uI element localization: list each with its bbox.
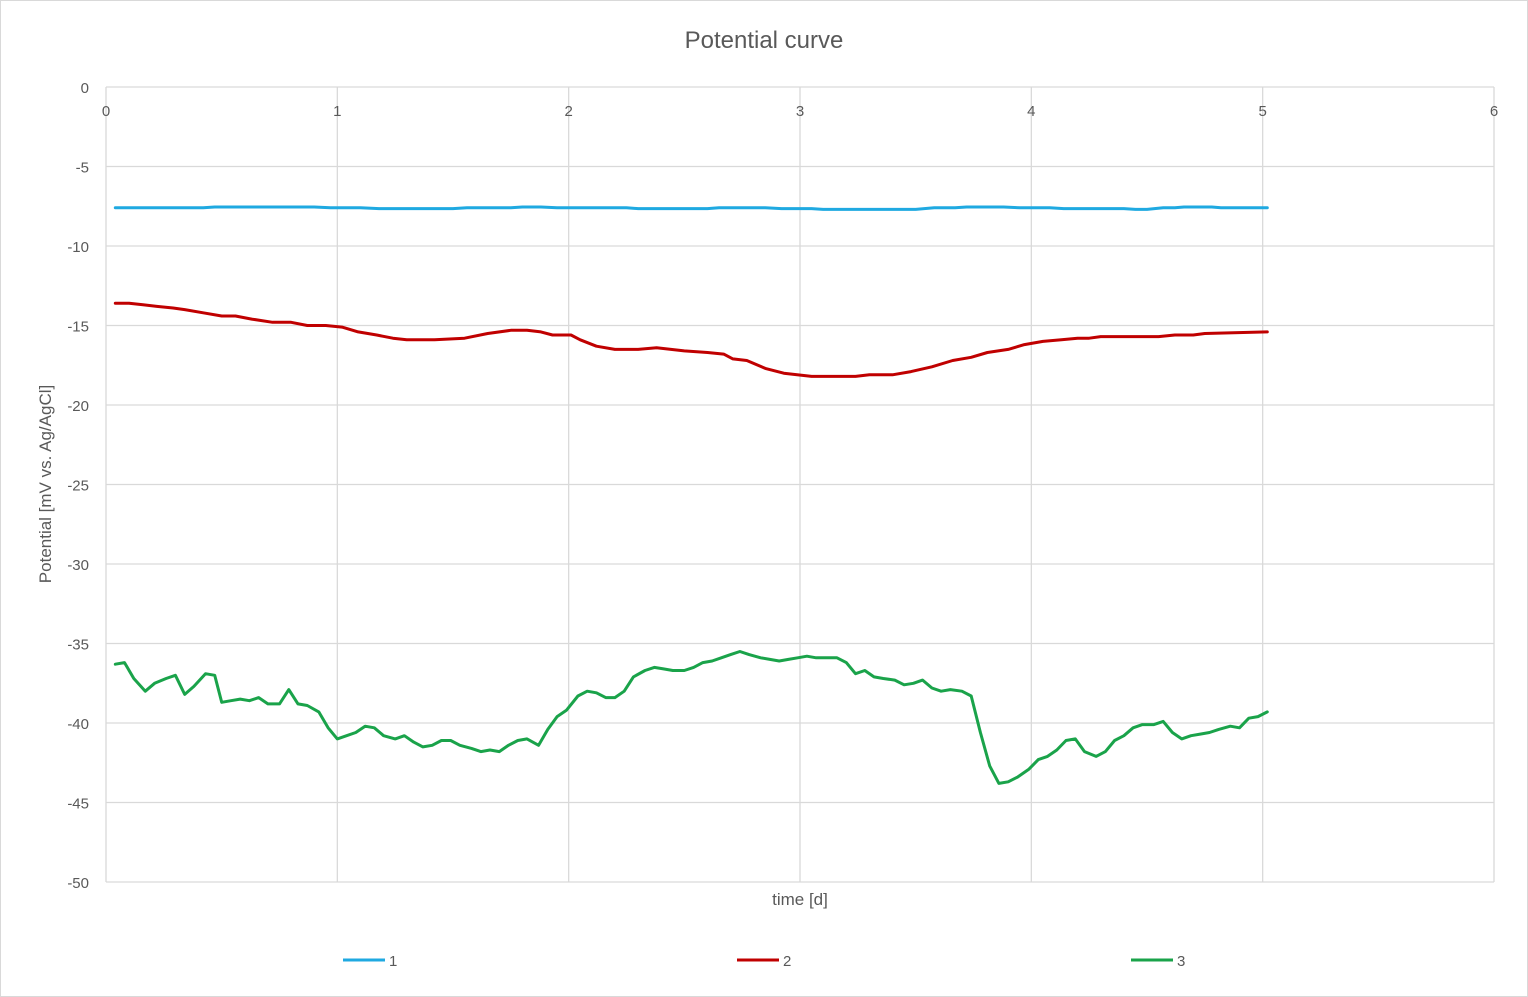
x-tick-label: 2 [564, 103, 572, 120]
x-tick-label: 5 [1258, 103, 1266, 120]
y-tick-label: -40 [67, 716, 89, 733]
x-tick-label: 6 [1490, 103, 1498, 120]
y-axis-label: Potential [mV vs. Ag/AgCl] [36, 385, 55, 583]
y-tick-label: -5 [76, 160, 89, 177]
y-tick-label: -15 [67, 319, 89, 336]
legend-label-2: 2 [783, 953, 791, 970]
y-axis-ticks: 0 -5 -10 -15 -20 -25 -30 -35 -40 -45 -50 [67, 80, 89, 892]
x-tick-label: 3 [796, 103, 804, 120]
legend-label-1: 1 [389, 953, 397, 970]
series-1-line [113, 205, 1269, 211]
legend-label-3: 3 [1177, 953, 1185, 970]
chart-title: Potential curve [685, 27, 844, 54]
series-2-line [113, 301, 1269, 378]
legend: 1 2 3 [343, 953, 1185, 970]
y-tick-label: -10 [67, 239, 89, 256]
y-tick-label: -45 [67, 796, 89, 813]
y-tick-label: -50 [67, 875, 89, 892]
x-tick-label: 4 [1027, 103, 1035, 120]
y-tick-label: -30 [67, 557, 89, 574]
y-tick-label: -35 [67, 637, 89, 654]
x-tick-label: 1 [333, 103, 341, 120]
series-lines [113, 205, 1269, 785]
y-tick-label: 0 [81, 80, 89, 97]
series-3-line [113, 650, 1269, 785]
y-tick-label: -25 [67, 478, 89, 495]
x-tick-label: 0 [102, 103, 110, 120]
y-tick-label: -20 [67, 398, 89, 415]
x-axis-label: time [d] [772, 890, 828, 909]
x-axis-ticks: 0 1 2 3 4 5 6 [102, 103, 1498, 120]
gridlines [105, 86, 1495, 883]
